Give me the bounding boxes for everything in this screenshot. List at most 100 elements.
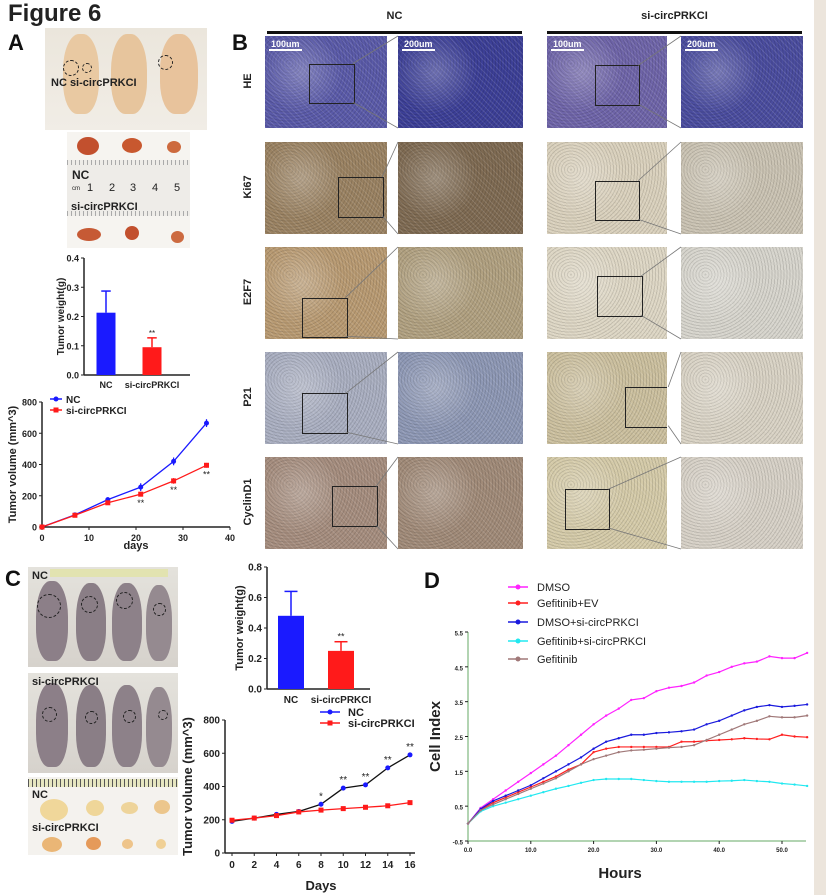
data-point [630, 749, 633, 752]
data-point [755, 779, 759, 783]
ruler [28, 779, 178, 787]
ruler-label-nc: NC [72, 168, 90, 182]
y-tick-label: 0.2 [248, 654, 262, 665]
inset-connector-line [381, 141, 399, 178]
data-point [805, 651, 809, 655]
ruler-unit: cm [72, 186, 80, 192]
significance-marker: ** [203, 469, 211, 479]
y-tick-label: 800 [22, 398, 37, 408]
legend-label: NC [348, 707, 364, 719]
data-point [793, 735, 796, 738]
data-point [542, 791, 545, 794]
data-point [466, 822, 470, 825]
category-label: NC [100, 380, 113, 390]
data-point [642, 745, 646, 749]
data-point [805, 703, 809, 706]
column-divider [267, 31, 522, 34]
data-point [692, 728, 696, 731]
data-point [743, 662, 746, 665]
data-point [491, 804, 495, 808]
scale-bar: 200um [685, 39, 718, 51]
x-tick-label: 12 [360, 860, 372, 871]
data-point [718, 738, 721, 742]
data-point [579, 733, 583, 736]
data-point [743, 723, 746, 726]
inset-connector-line [640, 246, 682, 277]
data-point [491, 799, 495, 803]
inset-box [565, 489, 611, 530]
x-tick-label: 30 [178, 533, 188, 543]
y-tick-label: 0.6 [248, 593, 262, 604]
y-tick-label: 5.5 [455, 632, 464, 638]
y-tick-label: 4.5 [455, 666, 464, 672]
panel-label-c: C [5, 566, 21, 591]
data-point [642, 696, 646, 700]
data-point [529, 771, 532, 775]
data-point [780, 656, 784, 660]
y-tick-label: 0.2 [66, 312, 79, 322]
inset-box [625, 386, 667, 428]
tumor-circle [81, 596, 98, 613]
inset-box [301, 297, 348, 339]
data-point [504, 789, 507, 792]
data-point [340, 806, 346, 812]
data-point [718, 779, 721, 783]
data-point [718, 719, 721, 723]
data-point [692, 744, 696, 747]
ruler-number: 3 [130, 182, 137, 194]
x-tick-label: 2 [251, 860, 257, 871]
inset-box [308, 63, 355, 105]
mouse-image [76, 685, 106, 767]
data-point [529, 785, 532, 789]
panel-label-d: D [424, 568, 440, 593]
mice-photo-nc: NC [28, 567, 178, 667]
mouse-image [160, 34, 198, 114]
data-point [793, 656, 796, 660]
data-point [680, 745, 683, 749]
data-point [542, 777, 545, 780]
data-point [730, 738, 733, 741]
series-line-gefitinib-ev [467, 734, 808, 824]
legend-label: si-circPRKCI [66, 406, 127, 417]
data-point [768, 780, 771, 783]
histology-image-p21-si [547, 352, 667, 444]
inset-connector-line [381, 215, 399, 235]
tumor-image [121, 802, 138, 814]
data-point [692, 681, 696, 684]
data-point [171, 478, 177, 484]
data-point [363, 782, 368, 788]
figure-title: Figure 6 [8, 0, 102, 27]
mice-label: NC si-circPRKCI [51, 77, 137, 89]
histology-image-cyclind1-si-zoom [681, 457, 803, 549]
data-point [318, 807, 324, 813]
tumor-image [86, 837, 101, 850]
data-point [755, 705, 759, 709]
category-label: NC [284, 695, 298, 706]
data-point [385, 765, 391, 771]
data-point [592, 778, 595, 782]
y-axis-label: Tumor weight(g) [234, 585, 246, 671]
data-point [743, 709, 746, 712]
data-point [730, 714, 733, 717]
data-point [385, 803, 391, 809]
mice-photo-si: si-circPRKCI [28, 673, 178, 773]
inset-box [332, 486, 378, 528]
ruler-label-si: si-circPRKCI [71, 201, 138, 213]
data-point [680, 780, 683, 783]
histology-image-ki67-nc [265, 142, 387, 234]
significance-marker: ** [406, 742, 414, 753]
data-point [604, 740, 608, 743]
bar-nc [96, 312, 116, 375]
mouse-image [111, 34, 147, 114]
inset-connector-line [667, 351, 682, 388]
inset-connector-line [638, 218, 682, 235]
category-label: si-circPRKCI [311, 695, 372, 706]
data-point [780, 733, 784, 736]
tumor-label-nc: NC [32, 789, 48, 801]
ruler-number: 5 [174, 182, 181, 194]
data-point [642, 733, 646, 736]
data-point [768, 715, 771, 718]
series-line-si-circprkci [41, 464, 207, 528]
significance-marker: ** [149, 329, 155, 338]
y-tick-label: 0.4 [248, 624, 262, 635]
